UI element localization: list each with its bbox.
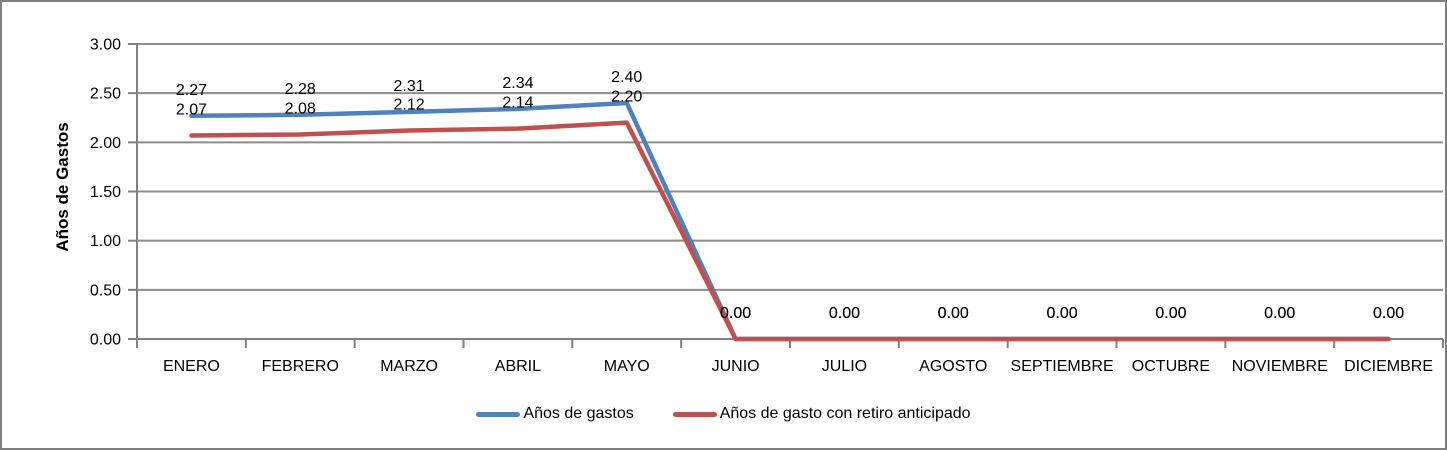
x-axis-category-label: MARZO <box>380 358 438 375</box>
data-label: 0.00 <box>1264 305 1295 322</box>
legend-label-anos-de-gastos: Años de gastos <box>523 405 634 422</box>
x-axis-category-label: MAYO <box>604 358 650 375</box>
legend-item-anos-de-gasto-con-retiro-anticipado: Años de gasto con retiro anticipado <box>672 405 971 423</box>
x-axis-category-label: ENERO <box>163 358 220 375</box>
y-axis-tick-label: 3.00 <box>90 37 121 54</box>
data-label: 2.40 <box>611 69 642 86</box>
legend-label-anos-de-gasto-con-retiro-anticipado: Años de gasto con retiro anticipado <box>719 405 971 422</box>
x-axis-category-label: JUNIO <box>712 358 760 375</box>
data-label: 2.31 <box>394 78 425 95</box>
y-axis-tick-label: 0.00 <box>90 332 121 349</box>
data-label: 2.07 <box>176 101 207 118</box>
data-label: 0.00 <box>829 305 860 322</box>
data-label: 0.00 <box>720 305 751 322</box>
data-label: 0.00 <box>1264 305 1295 322</box>
data-label: 0.00 <box>829 305 860 322</box>
y-axis-tick-label: 1.50 <box>90 184 121 201</box>
x-axis-category-label: JULIO <box>822 358 867 375</box>
x-axis-category-label: DICIEMBRE <box>1344 358 1433 375</box>
data-label: 0.00 <box>1155 305 1186 322</box>
data-label: 2.08 <box>285 100 316 117</box>
x-axis-category-label: OCTUBRE <box>1132 358 1210 375</box>
data-label: 0.00 <box>720 305 751 322</box>
x-axis-category-label: NOVIEMBRE <box>1232 358 1328 375</box>
x-axis-category-label: AGOSTO <box>919 358 987 375</box>
data-label: 2.12 <box>394 97 425 114</box>
x-axis-category-label: FEBRERO <box>262 358 339 375</box>
data-label: 2.20 <box>611 89 642 106</box>
data-label: 2.34 <box>502 75 533 92</box>
legend-item-anos-de-gastos: Años de gastos <box>476 405 634 423</box>
y-axis-title: Años de Gastos <box>53 122 72 252</box>
data-label: 0.00 <box>1047 305 1078 322</box>
series-line-0 <box>189 100 1391 342</box>
y-axis-tick-label: 1.00 <box>90 233 121 250</box>
y-axis-tick-label: 2.00 <box>90 135 121 152</box>
x-axis-category-label: ABRIL <box>495 358 541 375</box>
series-line-1 <box>189 120 1391 342</box>
data-label: 2.27 <box>176 82 207 99</box>
y-axis-tick-label: 2.50 <box>90 86 121 103</box>
data-label: 2.28 <box>285 81 316 98</box>
data-label: 0.00 <box>938 305 969 322</box>
data-label: 0.00 <box>1047 305 1078 322</box>
x-axis-category-label: SEPTIEMBRE <box>1011 358 1114 375</box>
legend-line-sample-red-icon <box>672 411 717 417</box>
data-label: 0.00 <box>938 305 969 322</box>
legend-line-sample-blue-icon <box>476 411 521 417</box>
data-label: 2.14 <box>502 95 533 112</box>
data-label: 0.00 <box>1155 305 1186 322</box>
y-axis-tick-label: 0.50 <box>90 282 121 299</box>
data-label: 0.00 <box>1373 305 1404 322</box>
data-label: 0.00 <box>1373 305 1404 322</box>
legend: Años de gastos Años de gasto con retiro … <box>2 405 1445 423</box>
